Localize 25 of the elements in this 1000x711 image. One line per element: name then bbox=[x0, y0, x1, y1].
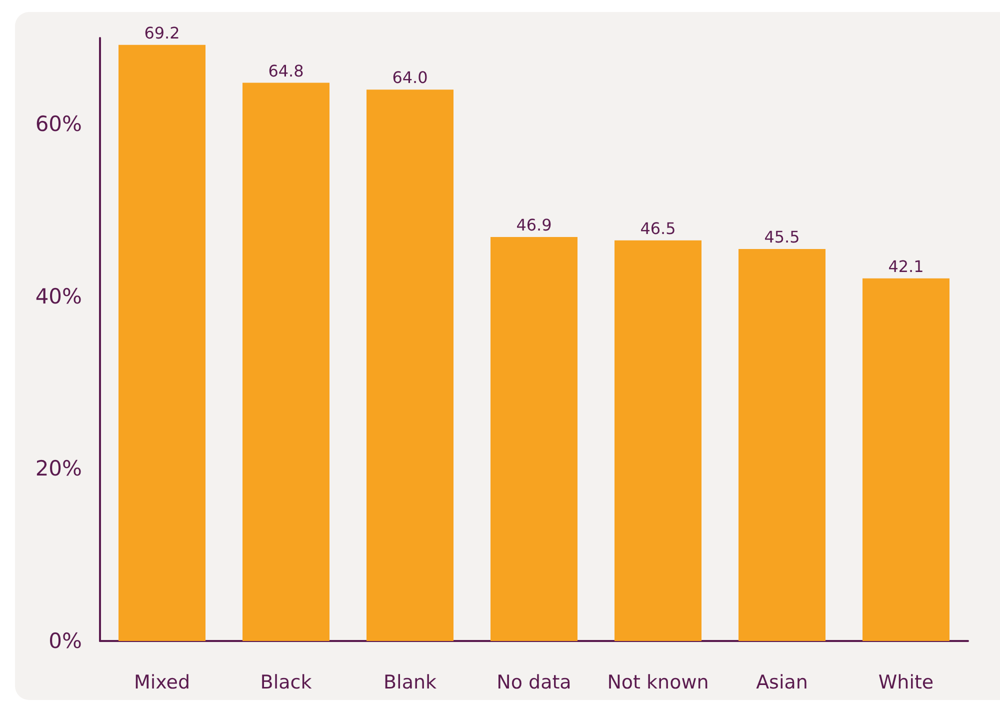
x-tick-label: Black bbox=[260, 672, 312, 694]
y-tick-label: 20% bbox=[35, 456, 82, 481]
bar bbox=[738, 249, 826, 641]
bar bbox=[242, 82, 330, 641]
x-tick-label: White bbox=[878, 672, 934, 694]
y-tick-label: 0% bbox=[48, 629, 82, 653]
x-tick-label: No data bbox=[496, 672, 572, 694]
y-tick-label: 60% bbox=[35, 112, 82, 136]
bar bbox=[614, 240, 702, 641]
data-label: 42.1 bbox=[888, 256, 924, 276]
bar bbox=[490, 236, 578, 641]
bar bbox=[862, 278, 950, 641]
bar bbox=[366, 90, 454, 641]
data-label: 69.2 bbox=[144, 23, 180, 42]
x-tick-label: Asian bbox=[756, 672, 808, 694]
x-tick-label: Not known bbox=[607, 672, 709, 694]
x-tick-label: Blank bbox=[383, 672, 437, 694]
data-label: 45.5 bbox=[764, 228, 800, 247]
bar bbox=[118, 44, 206, 641]
data-label: 64.0 bbox=[392, 68, 428, 88]
data-label: 64.8 bbox=[268, 61, 304, 80]
y-tick-label: 40% bbox=[35, 284, 82, 308]
data-label: 46.5 bbox=[640, 218, 676, 238]
data-label: 46.9 bbox=[516, 215, 552, 234]
x-tick-label: Mixed bbox=[134, 672, 190, 694]
